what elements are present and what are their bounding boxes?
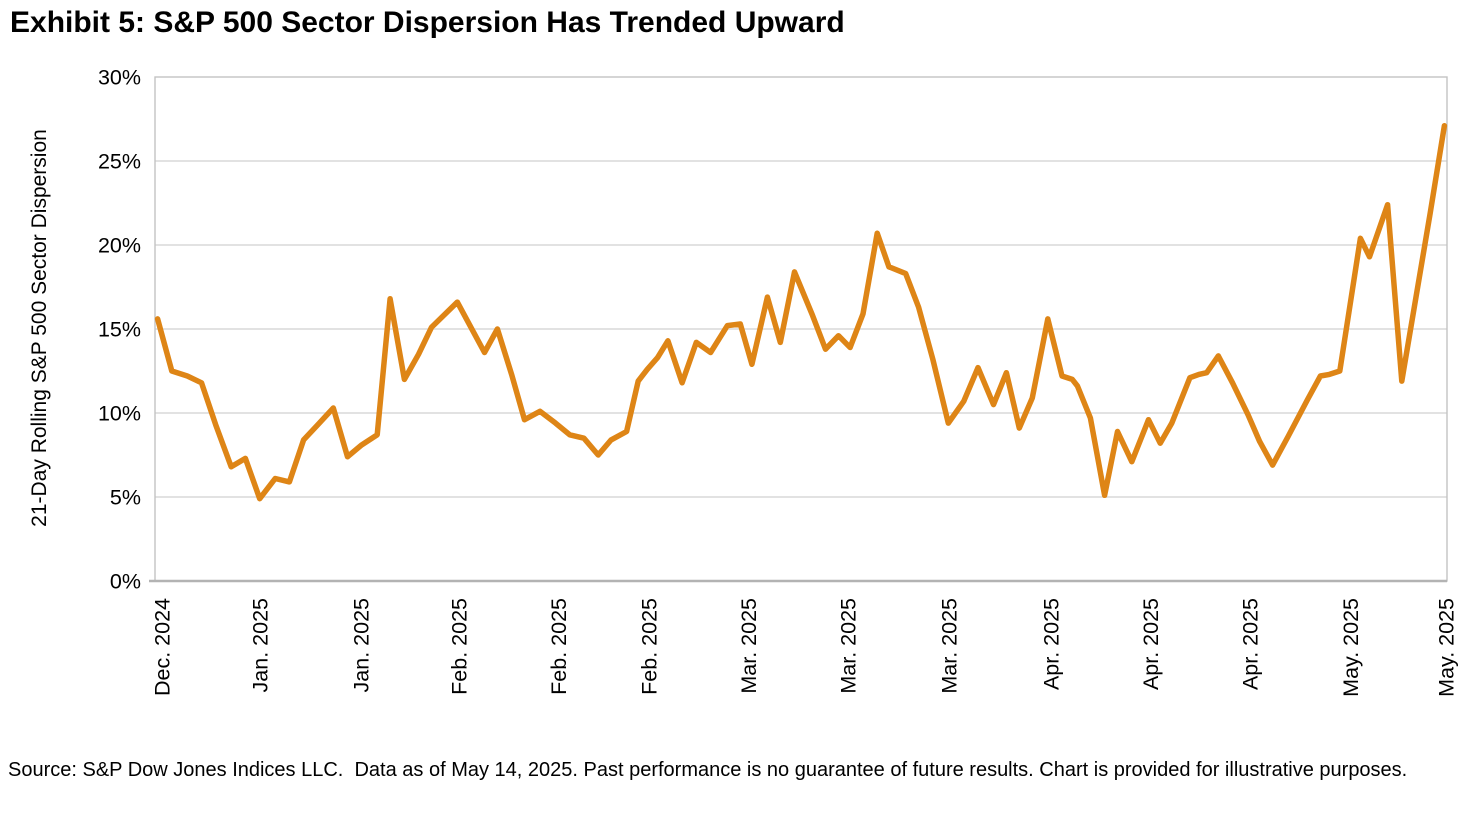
x-tick-label-2: Jan. 2025: [349, 598, 373, 692]
dispersion-line: [154, 122, 1448, 502]
x-tick-label-1: Jan. 2025: [249, 598, 273, 692]
x-tick-label-13: May. 2025: [1435, 598, 1459, 697]
y-tick-label-20%: 20%: [98, 234, 141, 258]
x-tick-label-9: Apr. 2025: [1039, 598, 1063, 690]
chart-title: Exhibit 5: S&P 500 Sector Dispersion Has…: [10, 6, 845, 39]
y-tick-label-25%: 25%: [98, 150, 141, 174]
dispersion-line-chart: 0% 5% 10% 15% 20% 25% 30% Dec. 2024 Jan. 2025 Jan…: [98, 66, 1459, 697]
x-tick-label-10: Apr. 2025: [1139, 598, 1163, 690]
x-tick-label-3: Feb. 2025: [448, 598, 472, 695]
x-tick-label-8: Mar. 2025: [937, 598, 961, 694]
source-footnote: Source: S&P Dow Jones Indices LLC. Data …: [8, 759, 1408, 781]
y-tick-label-15%: 15%: [98, 318, 141, 342]
y-tick-label-30%: 30%: [98, 66, 141, 90]
x-tick-label-6: Mar. 2025: [737, 598, 761, 694]
x-tick-label-4: Feb. 2025: [547, 598, 571, 695]
x-tick-label-0: Dec. 2024: [150, 598, 174, 696]
y-tick-label-10%: 10%: [98, 402, 141, 426]
x-tick-label-12: May. 2025: [1339, 598, 1363, 697]
x-tick-label-5: Feb. 2025: [638, 598, 662, 695]
y-tick-label-0%: 0%: [110, 570, 141, 594]
y-tick-label-5%: 5%: [110, 486, 141, 510]
x-tick-label-11: Apr. 2025: [1238, 598, 1262, 690]
x-tick-label-7: Mar. 2025: [837, 598, 861, 694]
